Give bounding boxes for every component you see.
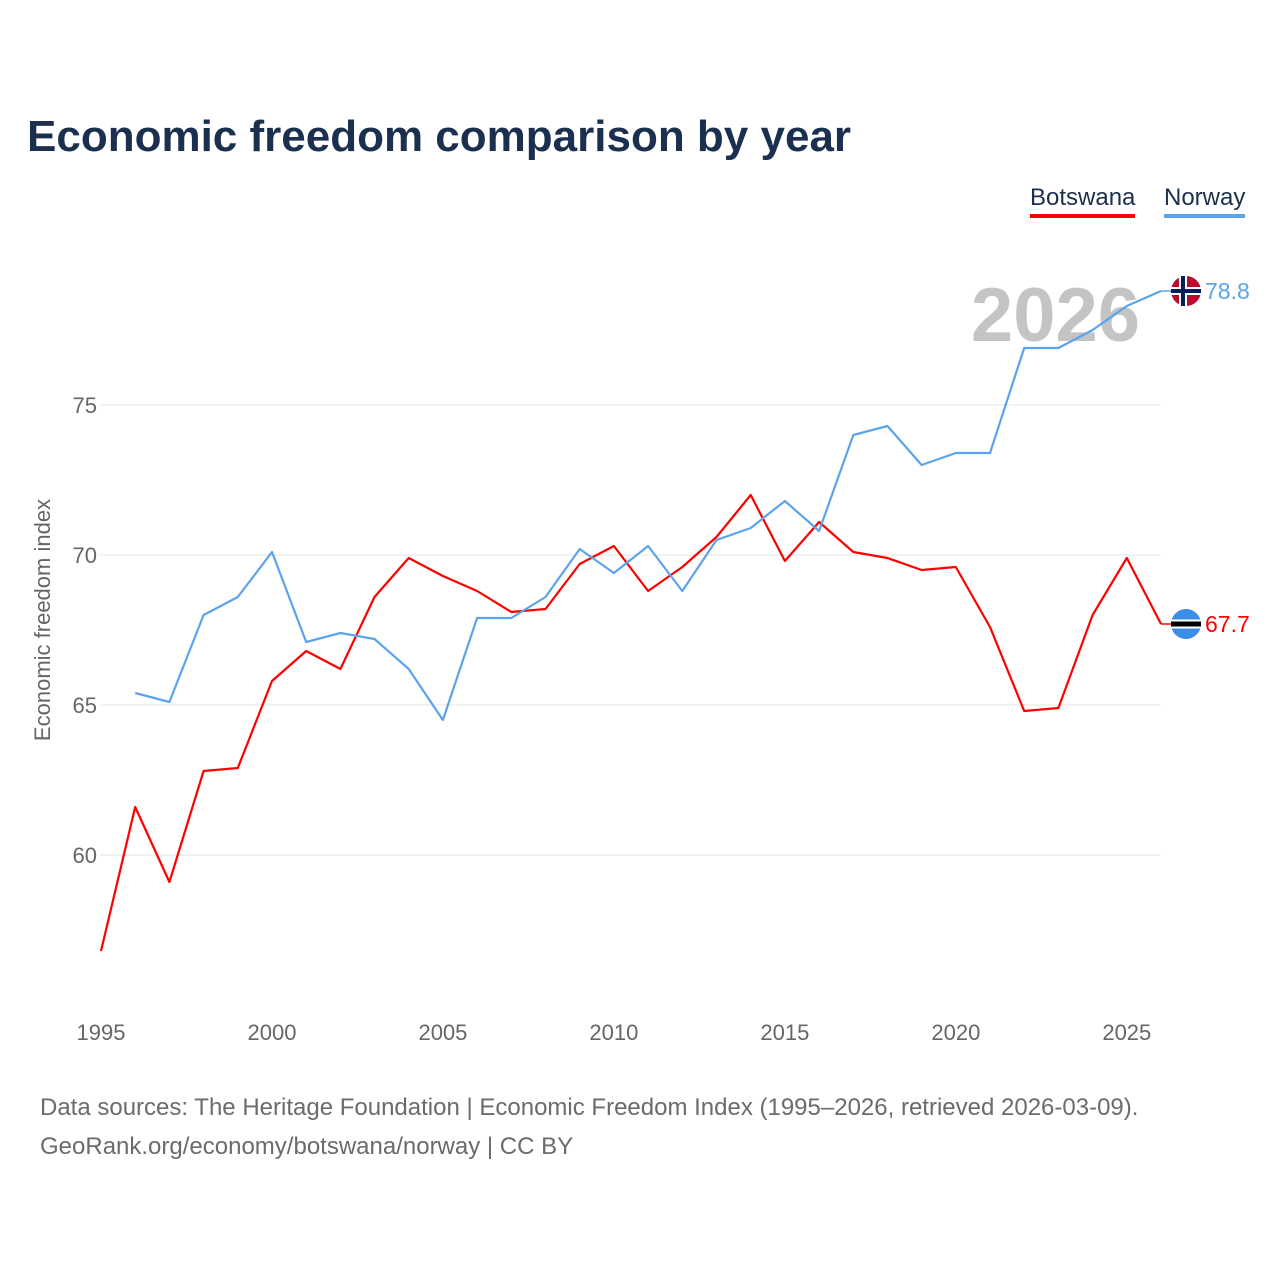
x-tick-label: 2010 [589,1020,638,1045]
x-tick-label: 1995 [77,1020,126,1045]
x-tick-label: 2025 [1102,1020,1151,1045]
series-line-botswana [99,493,1162,952]
source-link[interactable]: GeoRank.org/economy/botswana/norway | CC… [40,1133,574,1160]
end-value-label: 78.8 [1205,278,1250,304]
x-tick-label: 2005 [418,1020,467,1045]
norway-flag-icon [1171,289,1201,293]
source-note: Data sources: The Heritage Foundation | … [40,1088,1138,1166]
end-value-label: 67.7 [1205,611,1250,637]
botswana-flag-icon [1171,621,1201,627]
x-tick-label: 2015 [760,1020,809,1045]
y-tick-label: 75 [73,393,97,418]
source-line: Data sources: The Heritage Foundation | … [40,1094,1139,1121]
legend-norway[interactable]: Norway [1164,184,1246,218]
x-tick-label: 2020 [931,1020,980,1045]
x-tick-label: 2000 [247,1020,296,1045]
chart-title: Economic freedom comparison by year [27,112,852,161]
y-tick-label: 60 [73,843,97,868]
y-tick-label: 70 [73,543,97,568]
norway-flag-icon [1181,276,1185,306]
series-line-norway [134,289,1162,722]
y-tick-label: 65 [73,693,97,718]
legend-botswana[interactable]: Botswana [1030,184,1136,218]
y-axis-label: Economic freedom index [30,499,55,741]
